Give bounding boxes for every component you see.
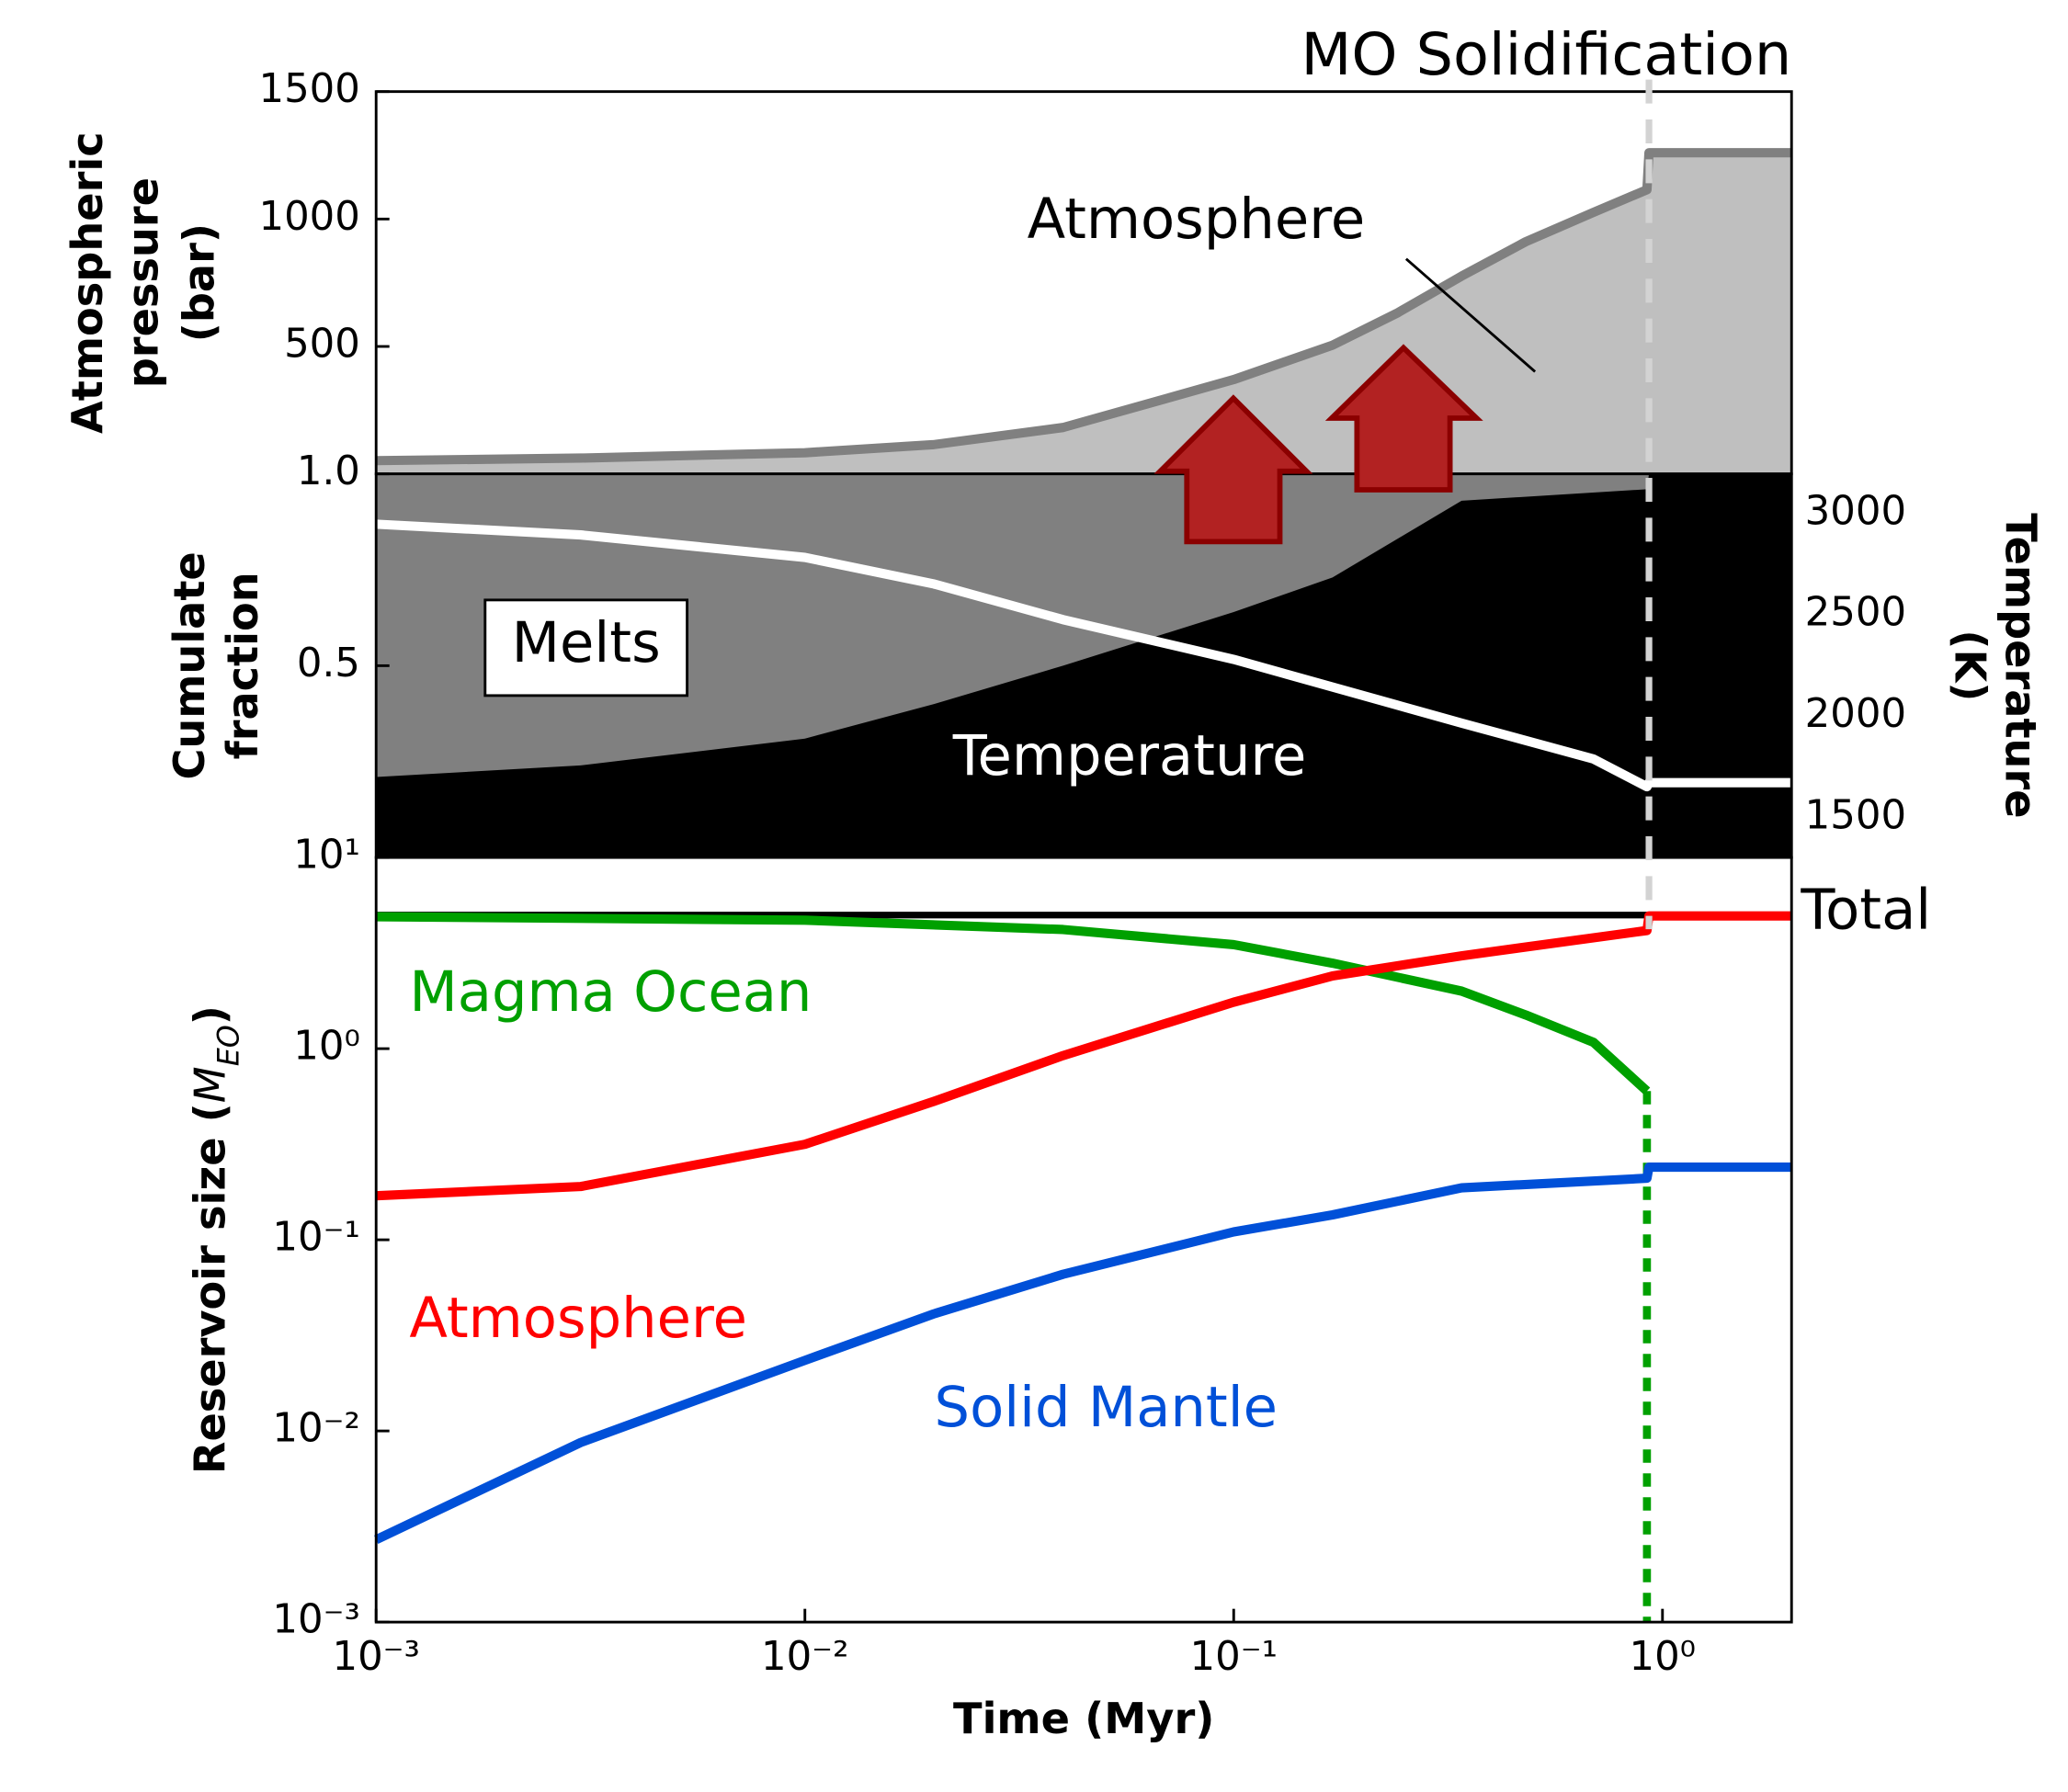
red-arrow (1324, 344, 1483, 493)
y-axis-label: (bar) (174, 223, 223, 342)
annotation: Solid Mantle (935, 1376, 1278, 1440)
y-axis-label: fraction (218, 572, 267, 759)
y2-tick-label: 2000 (1805, 691, 1906, 737)
x-tick-label: 10⁻³ (332, 1634, 419, 1680)
y-tick-label: 1500 (258, 66, 359, 112)
y-tick-label: 500 (284, 322, 360, 368)
decorations (1153, 257, 1537, 545)
annotation: Magma Ocean (409, 960, 812, 1025)
y-axis-label: Cumulate (165, 551, 214, 779)
y-tick-label: 10¹ (293, 833, 360, 879)
line (376, 148, 1792, 466)
x-tick-label: 10⁻¹ (1190, 1634, 1278, 1680)
red-arrow (1153, 394, 1313, 545)
y-tick-label: 1000 (258, 194, 359, 240)
y-tick-label: 10⁰ (293, 1024, 360, 1070)
y2-axis-label: (K) (1946, 629, 1995, 701)
annotation: Atmosphere (409, 1287, 747, 1351)
y-axis-label: pressure (119, 177, 168, 388)
line (374, 1162, 1792, 1544)
y-tick-label: 1.0 (297, 448, 360, 494)
y-axis-label: Atmospheric (62, 131, 112, 434)
y2-tick-label: 3000 (1805, 488, 1906, 534)
x-axis-label: Time (Myr) (953, 1694, 1214, 1743)
annotation: Melts (512, 611, 661, 675)
annotation: Total (1800, 878, 1931, 942)
y-tick-label: 10⁻¹ (272, 1215, 359, 1261)
annotation-pointer (1404, 257, 1537, 373)
line (376, 912, 1651, 1094)
annotation: Temperature (952, 724, 1307, 788)
y2-tick-label: 2500 (1805, 590, 1906, 636)
annotation: MO Solidification (1301, 20, 1791, 88)
y2-axis-label: Temperature (1996, 513, 2046, 818)
y-axis-label: Reservoir size (MEO) (185, 1005, 245, 1474)
y2-tick-label: 1500 (1805, 792, 1906, 838)
x-tick-label: 10⁰ (1630, 1634, 1697, 1680)
area (376, 473, 1792, 858)
y-axis-label-part: ) (185, 1005, 234, 1025)
line (375, 519, 1792, 792)
y-tick-label: 10⁻³ (272, 1597, 359, 1643)
label-box (483, 598, 689, 698)
y-tick-label: 10⁻² (272, 1406, 359, 1452)
y-tick-label: 0.5 (297, 641, 360, 686)
y-axis-label-part: EO (211, 1025, 245, 1066)
y-axis-label-part: Reservoir size ( (185, 1103, 234, 1474)
annotation: Atmosphere (1028, 187, 1366, 252)
plot-background (376, 857, 1792, 1623)
y-axis-label-part: M (185, 1066, 234, 1103)
x-tick-label: 10⁻² (761, 1634, 848, 1680)
